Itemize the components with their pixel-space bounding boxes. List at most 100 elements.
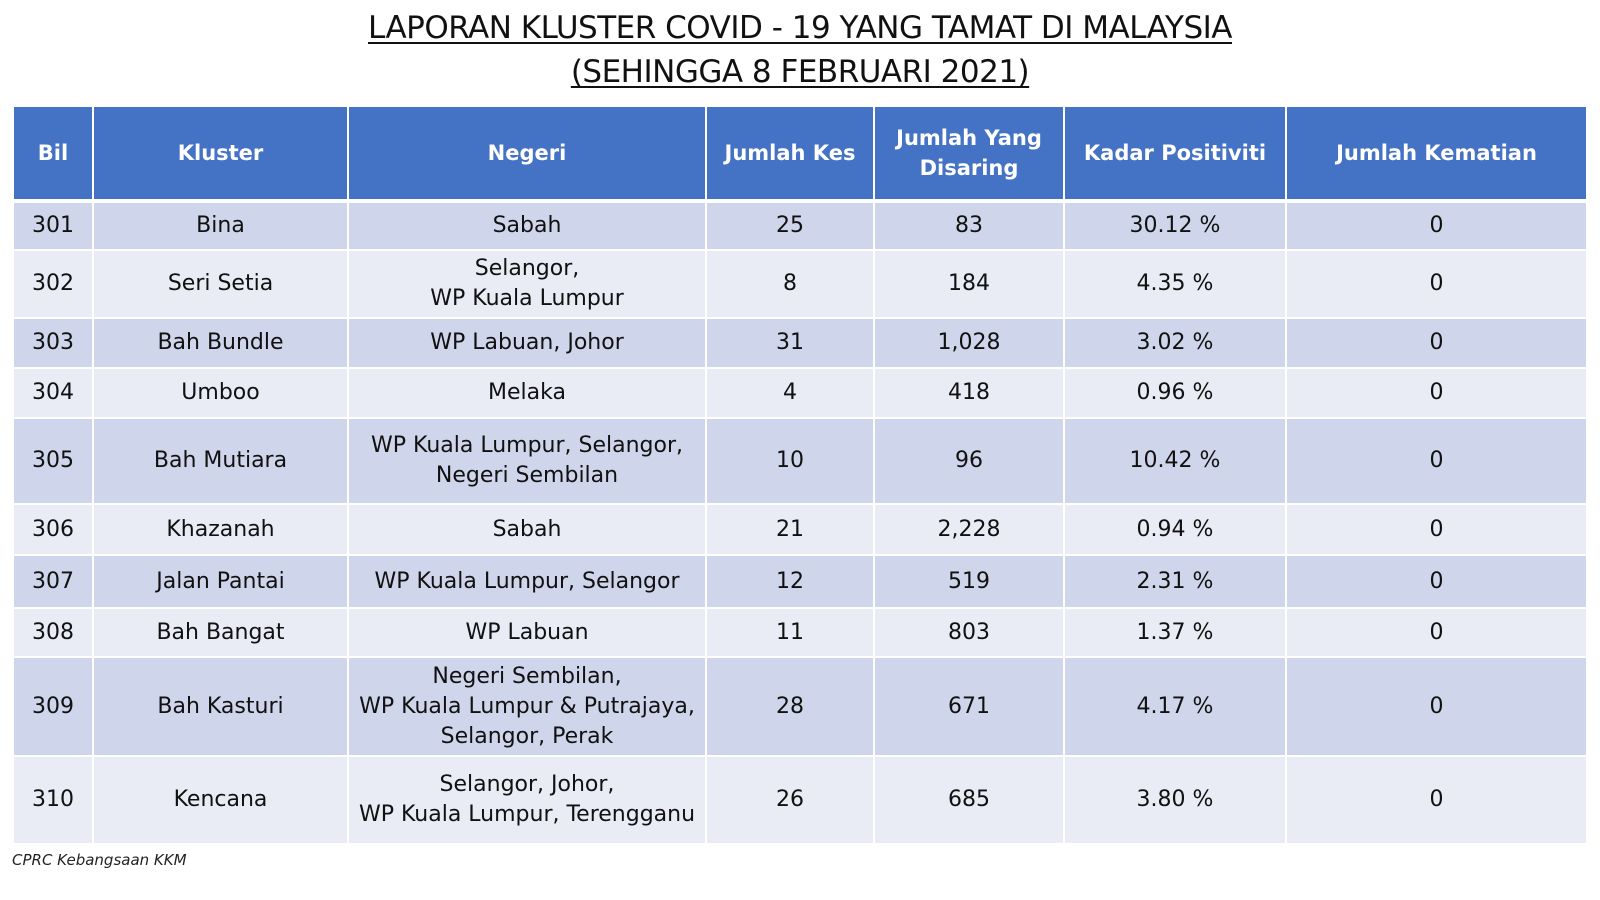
cell-bil: 306 — [14, 505, 94, 556]
cell-jumlah-kes: 25 — [707, 203, 875, 251]
cell-jumlah-disaring: 685 — [875, 757, 1065, 845]
cluster-report-table: Bil Kluster Negeri Jumlah Kes Jumlah Yan… — [14, 107, 1586, 845]
table-row: 306 Khazanah Sabah 21 2,228 0.94 % 0 — [14, 505, 1586, 556]
cell-kluster: Bah Bangat — [94, 609, 349, 658]
negeri-line: WP Kuala Lumpur — [430, 286, 624, 311]
cell-jumlah-kematian: 0 — [1287, 658, 1586, 757]
cell-kadar-positiviti: 3.02 % — [1065, 319, 1287, 369]
table-row: 303 Bah Bundle WP Labuan, Johor 31 1,028 3.02… — [14, 319, 1586, 369]
header-jumlah-disaring: Jumlah Yang Disaring — [875, 107, 1065, 203]
cell-jumlah-disaring: 519 — [875, 556, 1065, 609]
cell-jumlah-kematian: 0 — [1287, 757, 1586, 845]
table-row: 301 Bina Sabah 25 83 30.12 % 0 — [14, 203, 1586, 251]
negeri-line: Negeri Sembilan — [435, 463, 619, 488]
negeri-line: WP Kuala Lumpur & Putrajaya, — [359, 693, 695, 719]
table-row: 305 Bah Mutiara WP Kuala Lumpur, Selangor,… — [14, 419, 1586, 505]
cell-bil: 304 — [14, 369, 94, 419]
cell-jumlah-disaring: 671 — [875, 658, 1065, 757]
cell-jumlah-kematian: 0 — [1287, 251, 1586, 319]
cell-jumlah-kematian: 0 — [1287, 609, 1586, 658]
cell-jumlah-kematian: 0 — [1287, 369, 1586, 419]
cell-negeri: WP Kuala Lumpur, Selangor, Negeri Sembila… — [349, 419, 707, 505]
title-line-2: (SEHINGGA 8 FEBRUARI 2021) — [570, 54, 1030, 90]
table-row: 310 Kencana Selangor, Johor, WP Kuala Lumpu… — [14, 757, 1586, 845]
table-row: 309 Bah Kasturi Negeri Sembilan, WP Kuala L… — [14, 658, 1586, 757]
table-row: 304 Umboo Melaka 4 418 0.96 % 0 — [14, 369, 1586, 419]
header-bil: Bil — [14, 107, 94, 203]
cell-kluster: Bah Kasturi — [94, 658, 349, 757]
cell-jumlah-kematian: 0 — [1287, 505, 1586, 556]
cell-kadar-positiviti: 0.94 % — [1065, 505, 1287, 556]
cell-kadar-positiviti: 10.42 % — [1065, 419, 1287, 505]
cell-kadar-positiviti: 4.17 % — [1065, 658, 1287, 757]
cell-jumlah-kes: 26 — [707, 757, 875, 845]
header-negeri: Negeri — [349, 107, 707, 203]
cell-negeri: Sabah — [349, 505, 707, 556]
cell-bil: 301 — [14, 203, 94, 251]
table-row: 308 Bah Bangat WP Labuan 11 803 1.37 % 0 — [14, 609, 1586, 658]
table-row: 307 Jalan Pantai WP Kuala Lumpur, Selangor… — [14, 556, 1586, 609]
cell-negeri: WP Labuan — [349, 609, 707, 658]
negeri-line: Sabah — [492, 516, 562, 542]
title-line-1: LAPORAN KLUSTER COVID - 19 YANG TAMAT DI… — [367, 10, 1233, 46]
cell-kluster: Kencana — [94, 757, 349, 845]
cell-kadar-positiviti: 0.96 % — [1065, 369, 1287, 419]
cell-bil: 310 — [14, 757, 94, 845]
cell-jumlah-kematian: 0 — [1287, 203, 1586, 251]
cell-jumlah-kes: 28 — [707, 658, 875, 757]
cell-kadar-positiviti: 1.37 % — [1065, 609, 1287, 658]
header-jumlah-kematian: Jumlah Kematian — [1287, 107, 1586, 203]
cell-negeri: Negeri Sembilan, WP Kuala Lumpur & Putraj… — [349, 658, 707, 757]
cell-kadar-positiviti: 30.12 % — [1065, 203, 1287, 251]
cell-negeri: WP Kuala Lumpur, Selangor — [349, 556, 707, 609]
cell-bil: 307 — [14, 556, 94, 609]
page-title: LAPORAN KLUSTER COVID - 19 YANG TAMAT DI… — [0, 6, 1600, 94]
source-note: CPRC Kebangsaan KKM — [12, 851, 187, 869]
cell-bil: 305 — [14, 419, 94, 505]
negeri-line: WP Kuala Lumpur, Terengganu — [358, 802, 696, 827]
cell-negeri: Selangor, Johor, WP Kuala Lumpur, Terengg… — [349, 757, 707, 845]
header-kadar-positiviti: Kadar Positiviti — [1065, 107, 1287, 203]
negeri-line: Melaka — [488, 380, 566, 405]
cell-negeri: Sabah — [349, 203, 707, 251]
negeri-line: WP Labuan — [465, 619, 589, 645]
cell-kluster: Khazanah — [94, 505, 349, 556]
cell-jumlah-disaring: 184 — [875, 251, 1065, 319]
header-jumlah-kes: Jumlah Kes — [707, 107, 875, 203]
cell-jumlah-kematian: 0 — [1287, 556, 1586, 609]
cell-negeri: WP Labuan, Johor — [349, 319, 707, 369]
cell-kluster: Jalan Pantai — [94, 556, 349, 609]
negeri-line: WP Kuala Lumpur, Selangor — [374, 568, 680, 594]
cell-jumlah-kes: 11 — [707, 609, 875, 658]
cell-jumlah-kes: 10 — [707, 419, 875, 505]
negeri-line: WP Labuan, Johor — [430, 330, 624, 355]
cell-jumlah-kes: 31 — [707, 319, 875, 369]
cell-kluster: Bah Mutiara — [94, 419, 349, 505]
cell-jumlah-disaring: 803 — [875, 609, 1065, 658]
cell-jumlah-kes: 8 — [707, 251, 875, 319]
cell-jumlah-kes: 4 — [707, 369, 875, 419]
cell-bil: 303 — [14, 319, 94, 369]
negeri-line: Selangor, Johor, — [439, 772, 615, 797]
cell-kluster: Bah Bundle — [94, 319, 349, 369]
header-kluster: Kluster — [94, 107, 349, 203]
cell-negeri: Melaka — [349, 369, 707, 419]
cell-bil: 308 — [14, 609, 94, 658]
cell-jumlah-kes: 21 — [707, 505, 875, 556]
cell-jumlah-kematian: 0 — [1287, 319, 1586, 369]
negeri-line: Sabah — [492, 213, 562, 238]
cell-jumlah-disaring: 96 — [875, 419, 1065, 505]
cell-kadar-positiviti: 2.31 % — [1065, 556, 1287, 609]
cell-negeri: Selangor, WP Kuala Lumpur — [349, 251, 707, 319]
table-row: 302 Seri Setia Selangor, WP Kuala Lumpur 8 18… — [14, 251, 1586, 319]
cell-kluster: Bina — [94, 203, 349, 251]
cell-bil: 309 — [14, 658, 94, 757]
cell-kadar-positiviti: 4.35 % — [1065, 251, 1287, 319]
negeri-line: Selangor, — [474, 256, 580, 281]
cell-kluster: Umboo — [94, 369, 349, 419]
cell-jumlah-disaring: 2,228 — [875, 505, 1065, 556]
table-header-row: Bil Kluster Negeri Jumlah Kes Jumlah Yan… — [14, 107, 1586, 203]
cell-jumlah-disaring: 83 — [875, 203, 1065, 251]
negeri-line: WP Kuala Lumpur, Selangor, — [370, 433, 684, 458]
negeri-line: Selangor, Perak — [440, 723, 614, 749]
